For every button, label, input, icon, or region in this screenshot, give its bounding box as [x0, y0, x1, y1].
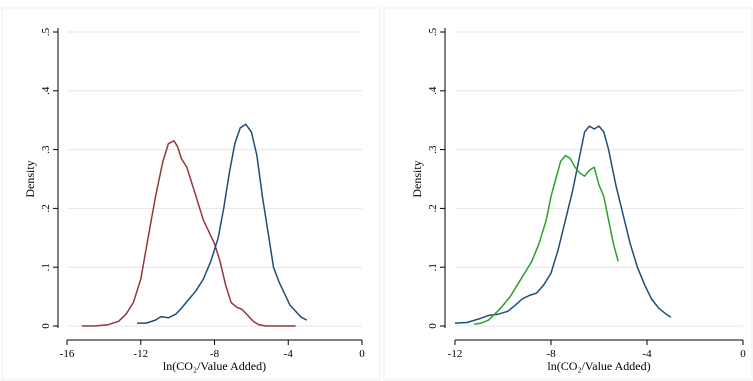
- x-tick-label: 0: [740, 348, 746, 360]
- y-tick-label: .5: [40, 27, 52, 36]
- y-tick-label: .4: [427, 86, 439, 95]
- y-tick-label: .4: [40, 86, 52, 95]
- x-tick-label: -12: [448, 348, 463, 360]
- y-tick-label: .1: [40, 263, 52, 271]
- y-axis-title: Density: [410, 160, 424, 197]
- density-line-1: [81, 140, 296, 327]
- x-tick-label: -4: [642, 348, 652, 360]
- x-tick-label: -12: [133, 348, 148, 360]
- y-tick-label: .5: [427, 27, 439, 36]
- x-tick-label: -8: [210, 348, 220, 360]
- y-tick-label: .3: [427, 145, 439, 154]
- x-tick-label: -16: [60, 348, 75, 360]
- y-tick-label: 0: [40, 323, 52, 329]
- y-tick-label: .2: [427, 204, 439, 212]
- left-panel-background: [1, 7, 381, 381]
- y-tick-label: 0: [427, 323, 439, 329]
- x-axis-title: ln(CO₂/Value Added): [547, 359, 650, 373]
- x-tick-label: -4: [284, 348, 294, 360]
- y-tick-label: .2: [40, 204, 52, 212]
- y-axis-title: Density: [23, 160, 37, 197]
- right-panel-background: [383, 7, 753, 381]
- density-line-2: [474, 154, 619, 325]
- x-tick-label: 0: [359, 348, 365, 360]
- x-tick-label: -8: [546, 348, 556, 360]
- density-line-1: [454, 125, 672, 324]
- y-tick-label: .1: [427, 263, 439, 271]
- x-axis-title: ln(CO₂/Value Added): [163, 359, 266, 373]
- density-line-2: [137, 123, 308, 324]
- y-tick-label: .3: [40, 145, 52, 154]
